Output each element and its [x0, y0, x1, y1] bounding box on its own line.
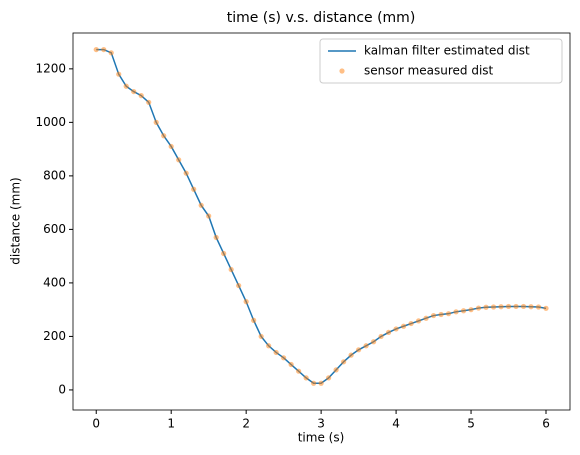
- scatter-point: [296, 368, 302, 374]
- x-tick-label: 3: [317, 417, 325, 431]
- scatter-point: [430, 312, 437, 319]
- scatter-point: [236, 282, 242, 289]
- scatter-point: [93, 46, 99, 53]
- x-tick-label: 1: [167, 417, 175, 431]
- scatter-point: [168, 143, 174, 150]
- scatter-point: [385, 329, 392, 336]
- legend-box: [319, 38, 563, 84]
- scatter-point: [311, 380, 317, 386]
- scatter-point: [213, 234, 219, 241]
- scatter-point: [400, 323, 407, 329]
- scatter-point: [146, 99, 152, 105]
- y-axis-label: distance (mm): [9, 177, 23, 264]
- scatter-point: [415, 318, 422, 324]
- scatter-point: [258, 333, 264, 340]
- scatter-point: [108, 50, 114, 56]
- series-line: [96, 48, 547, 384]
- scatter-point: [483, 304, 489, 310]
- scatter-point: [183, 170, 189, 176]
- scatter-point: [191, 186, 197, 192]
- x-tick-label: 4: [392, 417, 400, 431]
- scatter-point: [490, 304, 497, 310]
- y-tick-label: 0: [58, 382, 66, 396]
- scatter-point: [535, 304, 542, 310]
- scatter-point: [528, 304, 534, 310]
- scatter-point: [206, 213, 212, 219]
- scatter-point: [281, 355, 287, 361]
- scatter-point: [318, 380, 324, 386]
- scatter-point: [251, 317, 257, 323]
- scatter-point: [101, 46, 107, 53]
- legend-label: kalman filter estimated dist: [364, 44, 530, 58]
- scatter-point: [161, 133, 167, 139]
- scatter-point: [153, 119, 159, 125]
- scatter-point: [176, 157, 182, 163]
- scatter-point: [116, 71, 122, 77]
- scatter-point: [288, 361, 294, 368]
- scatter-point: [363, 343, 369, 349]
- plot-frame: [72, 32, 571, 411]
- x-axis-label: time (s): [298, 431, 345, 445]
- y-tick-label: 800: [43, 168, 66, 182]
- scatter-point: [423, 315, 429, 321]
- scatter-point: [341, 359, 347, 365]
- x-tick-label: 2: [242, 417, 250, 431]
- scatter-point: [266, 343, 272, 349]
- scatter-point: [378, 333, 384, 340]
- scatter-point: [356, 347, 362, 353]
- scatter-point: [243, 299, 249, 305]
- scatter-point: [370, 339, 377, 345]
- y-tick-label: 600: [43, 222, 66, 236]
- x-tick-label: 5: [467, 417, 475, 431]
- scatter-point: [228, 266, 234, 273]
- scatter-point: [303, 375, 309, 381]
- scatter-point: [221, 250, 227, 257]
- scatter-point: [198, 202, 204, 208]
- x-tick-label: 0: [92, 417, 100, 431]
- scatter-point: [131, 88, 137, 95]
- scatter-point: [520, 303, 527, 310]
- y-tick-label: 200: [43, 329, 66, 343]
- legend-label: sensor measured dist: [364, 64, 494, 78]
- y-tick-label: 400: [43, 275, 66, 289]
- scatter-point: [438, 311, 444, 318]
- scatter-point: [408, 320, 414, 327]
- legend-swatch: [339, 68, 345, 74]
- scatter-point: [273, 349, 279, 356]
- scatter-point: [138, 93, 144, 99]
- scatter-point: [475, 305, 482, 311]
- scatter-point: [460, 308, 467, 314]
- scatter-point: [513, 303, 519, 310]
- scatter-point: [393, 326, 399, 332]
- scatter-point: [445, 311, 452, 317]
- scatter-point: [498, 304, 504, 310]
- scatter-point: [123, 83, 129, 89]
- scatter-point: [543, 305, 549, 311]
- chart-title: time (s) v.s. distance (mm): [227, 10, 416, 26]
- scatter-point: [326, 375, 332, 381]
- scatter-point: [453, 309, 459, 315]
- y-tick-label: 1000: [35, 115, 66, 129]
- scatter-point: [333, 367, 339, 373]
- y-tick-label: 1200: [35, 61, 66, 75]
- scatter-point: [505, 303, 512, 310]
- scatter-point: [468, 307, 474, 313]
- x-tick-label: 6: [542, 417, 550, 431]
- scatter-point: [348, 352, 354, 358]
